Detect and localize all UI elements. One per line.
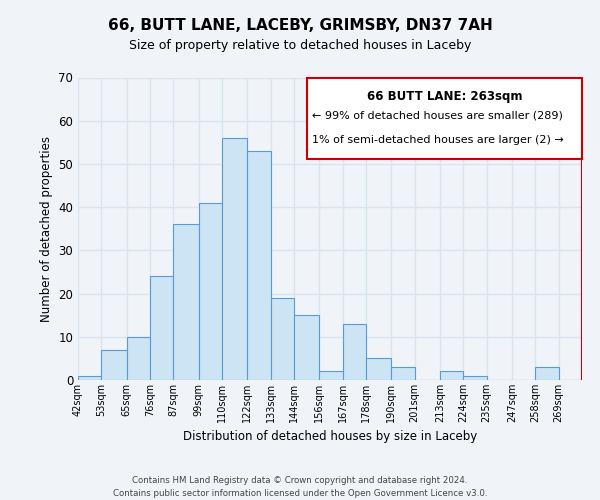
Bar <box>343 324 366 380</box>
FancyBboxPatch shape <box>307 78 582 159</box>
Bar <box>173 224 199 380</box>
Bar <box>199 203 222 380</box>
Bar <box>150 276 173 380</box>
Bar <box>366 358 391 380</box>
Bar <box>294 315 319 380</box>
Bar <box>391 367 415 380</box>
Bar <box>535 367 559 380</box>
Text: Contains HM Land Registry data © Crown copyright and database right 2024.: Contains HM Land Registry data © Crown c… <box>132 476 468 485</box>
Text: ← 99% of detached houses are smaller (289): ← 99% of detached houses are smaller (28… <box>313 111 563 121</box>
Text: Contains public sector information licensed under the Open Government Licence v3: Contains public sector information licen… <box>113 489 487 498</box>
Bar <box>247 151 271 380</box>
Bar <box>101 350 127 380</box>
Bar <box>319 372 343 380</box>
Text: Size of property relative to detached houses in Laceby: Size of property relative to detached ho… <box>129 39 471 52</box>
Y-axis label: Number of detached properties: Number of detached properties <box>40 136 53 322</box>
Text: 66, BUTT LANE, LACEBY, GRIMSBY, DN37 7AH: 66, BUTT LANE, LACEBY, GRIMSBY, DN37 7AH <box>107 18 493 32</box>
Bar <box>127 337 150 380</box>
Bar <box>271 298 294 380</box>
Bar <box>463 376 487 380</box>
X-axis label: Distribution of detached houses by size in Laceby: Distribution of detached houses by size … <box>183 430 477 444</box>
Text: 1% of semi-detached houses are larger (2) →: 1% of semi-detached houses are larger (2… <box>313 135 564 145</box>
Bar <box>78 376 101 380</box>
Bar <box>222 138 247 380</box>
Text: 66 BUTT LANE: 263sqm: 66 BUTT LANE: 263sqm <box>367 90 523 102</box>
Bar <box>440 372 463 380</box>
